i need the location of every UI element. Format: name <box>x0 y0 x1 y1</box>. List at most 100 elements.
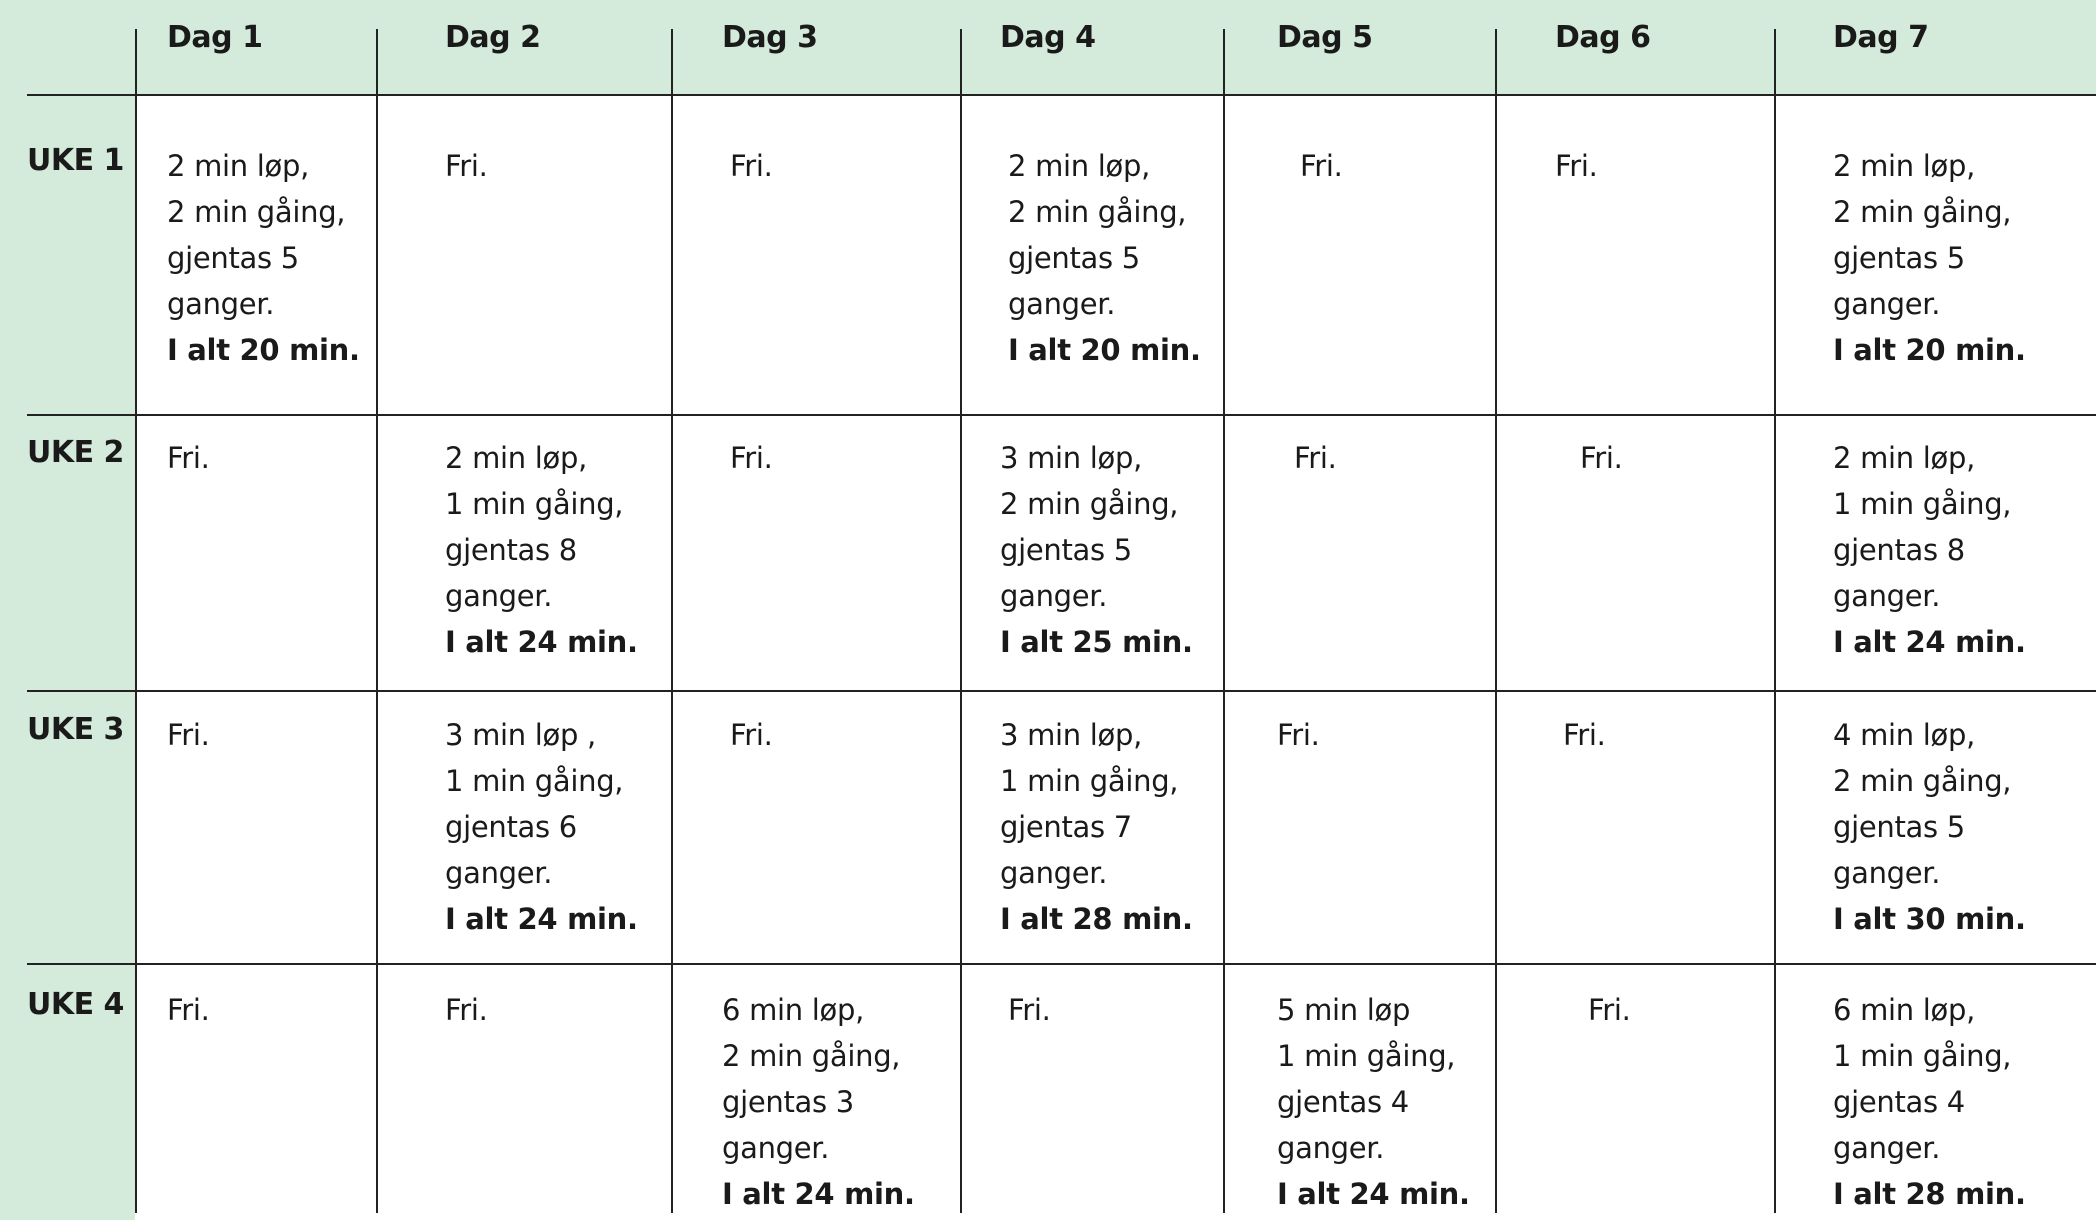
cell-line: ganger. <box>1833 287 1941 321</box>
schedule-cell: Fri. <box>1555 143 1598 189</box>
schedule-cell: Fri. <box>730 435 773 481</box>
schedule-cell: Fri. <box>167 435 210 481</box>
day-header: Dag 7 <box>1833 20 1929 55</box>
cell-line: 4 min løp, <box>1833 718 1976 752</box>
cell-line: gjentas 6 <box>445 810 577 844</box>
cell-total: I alt 28 min. <box>1833 1177 2026 1211</box>
cell-line: ganger. <box>1833 1131 1941 1165</box>
cell-line: Fri. <box>1563 718 1606 752</box>
schedule-cell: 5 min løp 1 min gåing, gjentas 4 ganger. I a… <box>1277 987 1470 1217</box>
cell-line: ganger. <box>1008 287 1116 321</box>
cell-line: Fri. <box>445 149 488 183</box>
cell-line: Fri. <box>1294 441 1337 475</box>
cell-line: Fri. <box>730 718 773 752</box>
schedule-cell: 2 min løp, 1 min gåing, gjentas 8 ganger. I … <box>1833 435 2026 665</box>
schedule-cell: Fri. <box>1580 435 1623 481</box>
cell-line: ganger. <box>1000 579 1108 613</box>
cell-line: 2 min løp, <box>167 149 310 183</box>
cell-total: I alt 20 min. <box>167 333 360 367</box>
cell-total: I alt 24 min. <box>722 1177 915 1211</box>
cell-line: 2 min gåing, <box>167 195 346 229</box>
week-label: UKE 3 <box>27 712 124 747</box>
cell-line: 2 min løp, <box>1833 441 1976 475</box>
schedule-cell: Fri. <box>1588 987 1631 1033</box>
week-label-band <box>0 0 135 1220</box>
cell-line: Fri. <box>167 718 210 752</box>
schedule-cell: Fri. <box>1294 435 1337 481</box>
cell-line: gjentas 8 <box>1833 533 1965 567</box>
schedule-cell: Fri. <box>445 987 488 1033</box>
cell-line: gjentas 5 <box>167 241 299 275</box>
cell-line: 1 min gåing, <box>1000 764 1179 798</box>
cell-line: ganger. <box>1833 856 1941 890</box>
day-header: Dag 3 <box>722 20 818 55</box>
cell-line: Fri. <box>730 149 773 183</box>
cell-line: Fri. <box>1580 441 1623 475</box>
row-divider <box>27 690 2096 692</box>
cell-line: 3 min løp , <box>445 718 596 752</box>
cell-line: Fri. <box>1588 993 1631 1027</box>
cell-line: ganger. <box>445 579 553 613</box>
cell-line: 2 min gåing, <box>722 1039 901 1073</box>
cell-line: 2 min løp, <box>1833 149 1976 183</box>
cell-line: Fri. <box>1300 149 1343 183</box>
cell-line: ganger. <box>1277 1131 1385 1165</box>
schedule-cell: Fri. <box>1008 987 1051 1033</box>
day-header: Dag 6 <box>1555 20 1651 55</box>
schedule-cell: Fri. <box>445 143 488 189</box>
cell-line: gjentas 5 <box>1833 241 1965 275</box>
column-divider <box>135 29 137 1213</box>
schedule-cell: Fri. <box>1300 143 1343 189</box>
cell-line: Fri. <box>167 441 210 475</box>
cell-line: 3 min løp, <box>1000 441 1143 475</box>
column-divider <box>1774 29 1776 1213</box>
cell-total: I alt 20 min. <box>1008 333 1201 367</box>
column-divider <box>376 29 378 1213</box>
cell-line: 3 min løp, <box>1000 718 1143 752</box>
schedule-cell: 3 min løp , 1 min gåing, gjentas 6 ganger. I… <box>445 712 638 942</box>
column-divider <box>960 29 962 1213</box>
schedule-cell: Fri. <box>730 143 773 189</box>
cell-total: I alt 24 min. <box>445 902 638 936</box>
column-divider <box>671 29 673 1213</box>
cell-line: 2 min gåing, <box>1000 487 1179 521</box>
cell-line: ganger. <box>1000 856 1108 890</box>
cell-line: ganger. <box>1833 579 1941 613</box>
cell-line: 1 min gåing, <box>445 487 624 521</box>
day-header: Dag 2 <box>445 20 541 55</box>
day-header: Dag 4 <box>1000 20 1096 55</box>
cell-total: I alt 20 min. <box>1833 333 2026 367</box>
schedule-cell: 6 min løp, 2 min gåing, gjentas 3 ganger. I … <box>722 987 915 1217</box>
schedule-cell: 2 min løp, 2 min gåing, gjentas 5 ganger. I … <box>1833 143 2026 373</box>
cell-total: I alt 25 min. <box>1000 625 1193 659</box>
cell-line: Fri. <box>167 993 210 1027</box>
schedule-cell: 6 min løp, 1 min gåing, gjentas 4 ganger. I … <box>1833 987 2026 1217</box>
schedule-cell: Fri. <box>167 987 210 1033</box>
schedule-cell: Fri. <box>730 712 773 758</box>
column-divider <box>1223 29 1225 1213</box>
cell-line: 1 min gåing, <box>445 764 624 798</box>
cell-total: I alt 24 min. <box>1277 1177 1470 1211</box>
row-divider <box>27 94 2096 96</box>
cell-line: gjentas 4 <box>1833 1085 1965 1119</box>
cell-line: 2 min gåing, <box>1008 195 1187 229</box>
cell-line: 6 min løp, <box>1833 993 1976 1027</box>
week-label: UKE 1 <box>27 143 124 178</box>
schedule-cell: 2 min løp, 2 min gåing, gjentas 5 ganger. I … <box>167 143 360 373</box>
cell-line: Fri. <box>1277 718 1320 752</box>
cell-line: gjentas 3 <box>722 1085 854 1119</box>
schedule-cell: Fri. <box>1563 712 1606 758</box>
cell-total: I alt 24 min. <box>445 625 638 659</box>
cell-total: I alt 24 min. <box>1833 625 2026 659</box>
cell-line: Fri. <box>730 441 773 475</box>
cell-line: gjentas 4 <box>1277 1085 1409 1119</box>
cell-line: gjentas 8 <box>445 533 577 567</box>
schedule-cell: Fri. <box>1277 712 1320 758</box>
cell-line: 2 min løp, <box>445 441 588 475</box>
cell-line: 1 min gåing, <box>1833 1039 2012 1073</box>
cell-line: 1 min gåing, <box>1833 487 2012 521</box>
week-label: UKE 2 <box>27 435 124 470</box>
cell-line: 6 min løp, <box>722 993 865 1027</box>
day-header: Dag 1 <box>167 20 263 55</box>
cell-line: 2 min løp, <box>1008 149 1151 183</box>
